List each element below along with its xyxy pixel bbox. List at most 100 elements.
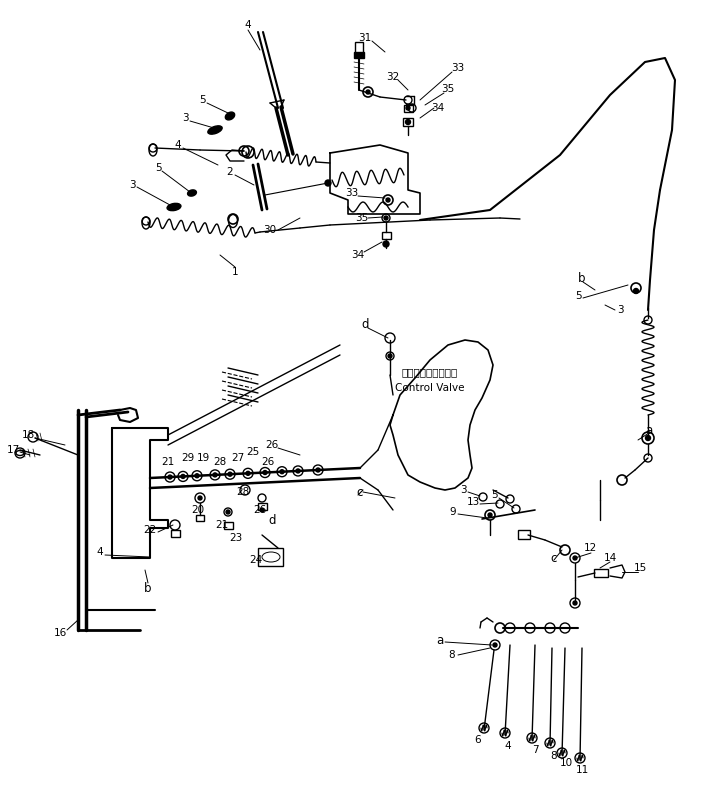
Text: 4: 4	[245, 20, 251, 30]
Text: 3: 3	[181, 113, 189, 123]
Text: 5: 5	[198, 95, 205, 105]
Text: 5: 5	[155, 163, 161, 173]
Circle shape	[406, 106, 410, 110]
Text: 29: 29	[181, 453, 195, 463]
Circle shape	[228, 472, 232, 476]
Circle shape	[198, 496, 202, 500]
Text: 8: 8	[551, 751, 557, 761]
Text: 4: 4	[505, 741, 511, 751]
Circle shape	[383, 241, 389, 247]
Text: d: d	[361, 318, 369, 331]
Circle shape	[296, 469, 300, 473]
Circle shape	[366, 90, 370, 94]
Text: 32: 32	[386, 72, 400, 82]
Circle shape	[246, 471, 250, 475]
Bar	[196, 515, 204, 521]
Circle shape	[388, 354, 392, 358]
Circle shape	[386, 198, 390, 202]
Text: 25: 25	[246, 447, 260, 457]
Text: 26: 26	[253, 505, 267, 515]
Text: 28: 28	[213, 457, 227, 467]
Circle shape	[573, 601, 577, 605]
Circle shape	[213, 473, 217, 477]
Text: 28: 28	[237, 487, 250, 497]
Text: 35: 35	[441, 84, 455, 94]
Bar	[171, 530, 180, 537]
Text: 9: 9	[450, 507, 456, 517]
Text: 8: 8	[449, 650, 455, 660]
Circle shape	[316, 468, 320, 472]
Text: 4: 4	[97, 547, 103, 557]
Bar	[224, 522, 233, 529]
Circle shape	[488, 513, 492, 517]
Text: 3: 3	[128, 180, 136, 190]
Text: 10: 10	[559, 758, 573, 768]
Text: 24: 24	[249, 555, 263, 565]
Text: c: c	[550, 551, 556, 565]
Circle shape	[384, 216, 388, 220]
Ellipse shape	[188, 190, 196, 196]
Text: 21: 21	[162, 457, 174, 467]
Text: 5: 5	[491, 490, 497, 500]
Circle shape	[181, 474, 185, 478]
Text: c: c	[357, 486, 363, 498]
Text: b: b	[578, 271, 585, 285]
Bar	[518, 530, 530, 539]
Text: 22: 22	[143, 525, 157, 535]
Text: 27: 27	[232, 453, 244, 463]
Text: 1: 1	[232, 267, 239, 277]
Text: d: d	[268, 514, 276, 526]
Text: 34: 34	[431, 103, 445, 113]
Bar	[354, 52, 364, 58]
Bar	[382, 232, 391, 239]
Text: 26: 26	[265, 440, 279, 450]
Text: 7: 7	[532, 745, 538, 755]
Ellipse shape	[167, 203, 181, 210]
Text: 33: 33	[345, 188, 359, 198]
Text: 31: 31	[359, 33, 371, 43]
Text: 3: 3	[616, 305, 623, 315]
Text: コントロールハルフ: コントロールハルフ	[402, 367, 458, 377]
Circle shape	[633, 289, 638, 294]
Bar	[355, 42, 363, 54]
Ellipse shape	[225, 112, 234, 120]
Text: a: a	[436, 634, 443, 646]
Text: 11: 11	[575, 765, 589, 775]
Bar	[594, 569, 608, 577]
Text: 2: 2	[227, 167, 233, 177]
Text: 35: 35	[355, 213, 369, 223]
Text: 26: 26	[261, 457, 275, 467]
Text: a: a	[645, 423, 652, 437]
Text: 18: 18	[21, 430, 35, 440]
Circle shape	[195, 474, 199, 478]
Text: 15: 15	[633, 563, 647, 573]
Text: 3: 3	[460, 485, 466, 495]
Text: 20: 20	[191, 505, 205, 515]
Circle shape	[168, 475, 172, 479]
Text: 16: 16	[54, 628, 66, 638]
Text: 17: 17	[6, 445, 20, 455]
Text: 21: 21	[215, 520, 229, 530]
Text: 30: 30	[263, 225, 277, 235]
Circle shape	[493, 643, 497, 647]
Text: 6: 6	[474, 735, 481, 745]
Text: Control Valve: Control Valve	[395, 383, 465, 393]
Circle shape	[573, 556, 577, 560]
Circle shape	[405, 119, 410, 125]
Text: 12: 12	[583, 543, 597, 553]
Text: 4: 4	[174, 140, 181, 150]
Circle shape	[226, 510, 230, 514]
Text: b: b	[144, 582, 152, 594]
Text: 13: 13	[467, 497, 479, 507]
Circle shape	[260, 508, 264, 512]
Circle shape	[280, 470, 284, 474]
Text: 19: 19	[196, 453, 210, 463]
Text: 23: 23	[229, 533, 243, 543]
Bar	[258, 548, 283, 566]
Text: 34: 34	[352, 250, 364, 260]
Circle shape	[645, 435, 650, 441]
Ellipse shape	[208, 126, 222, 134]
Circle shape	[325, 180, 331, 186]
Text: 14: 14	[604, 553, 616, 563]
Bar	[258, 503, 267, 510]
